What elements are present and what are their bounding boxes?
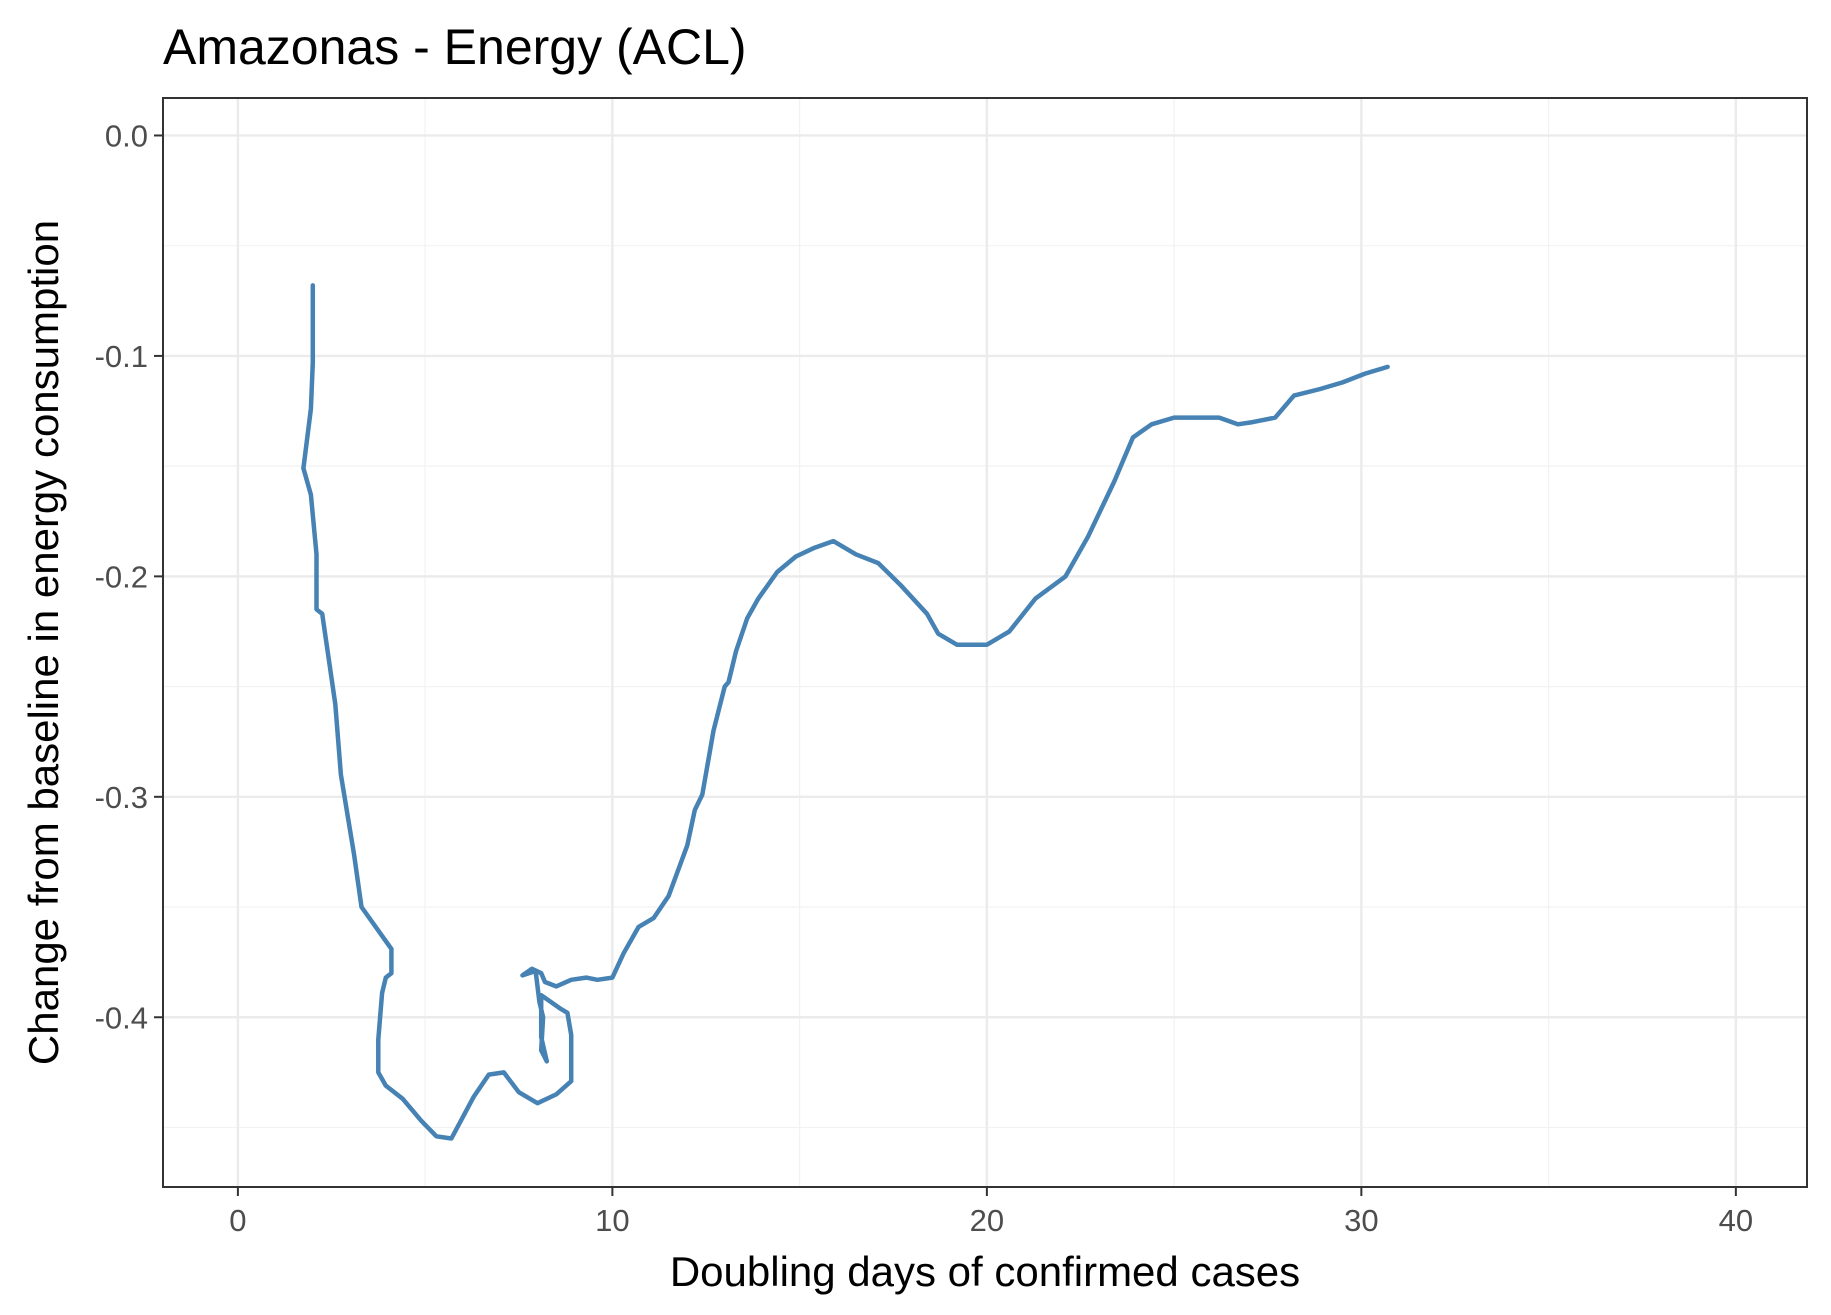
panel-border (162, 97, 1808, 1188)
x-tick-label-2: 20 (970, 1203, 1004, 1238)
x-tick-label-4: 40 (1719, 1203, 1753, 1238)
x-axis-ticks: 0 10 20 30 40 (229, 1187, 1753, 1238)
x-axis-label: Doubling days of confirmed cases (670, 1248, 1300, 1295)
x-tick-label-3: 30 (1344, 1203, 1378, 1238)
y-tick-label-1: -0.1 (95, 339, 148, 374)
chart-title: Amazonas - Energy (ACL) (163, 19, 747, 75)
series-layer (301, 283, 1390, 1141)
x-tick-label-0: 0 (229, 1203, 246, 1238)
y-axis-ticks: 0.0 -0.1 -0.2 -0.3 -0.4 (95, 118, 163, 1035)
x-tick-label-1: 10 (595, 1203, 629, 1238)
series-line-0 (301, 283, 1390, 1141)
minor-gridlines (162, 98, 1807, 1187)
y-tick-label-3: -0.3 (95, 780, 148, 815)
y-tick-label-0: 0.0 (105, 118, 148, 153)
y-axis-label: Change from baseline in energy consumpti… (20, 220, 67, 1065)
y-tick-label-2: -0.2 (95, 559, 148, 594)
y-tick-label-4: -0.4 (95, 1000, 148, 1035)
